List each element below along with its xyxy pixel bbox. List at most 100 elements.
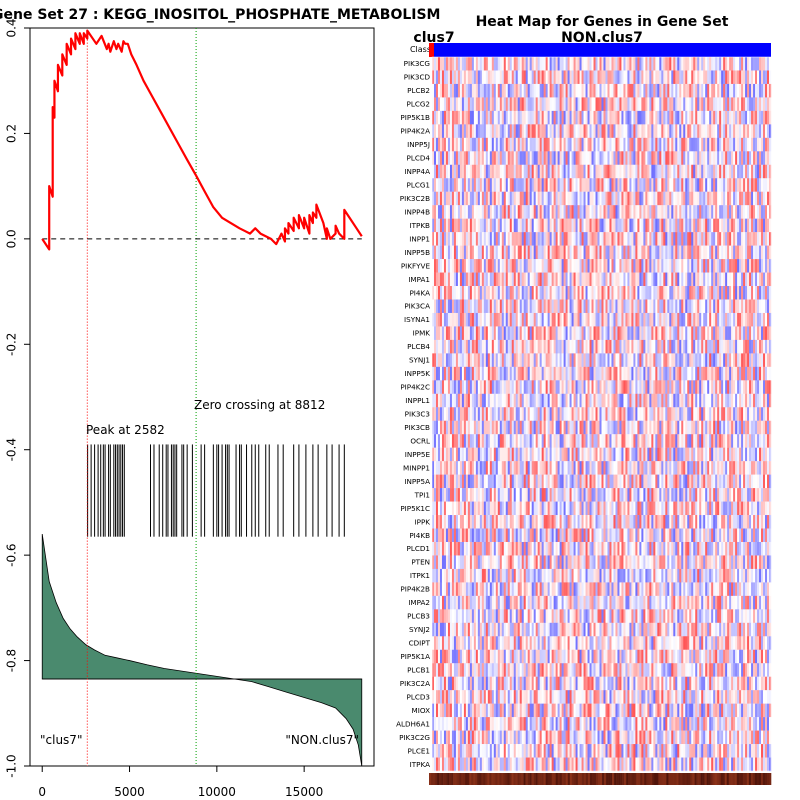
heatmap-cell (533, 339, 536, 354)
heatmap-cell (497, 205, 501, 219)
heatmap-cell (559, 191, 562, 206)
heatmap-cell (447, 151, 451, 165)
heatmap-cell (613, 299, 616, 314)
heatmap-cell (715, 97, 718, 112)
heatmap-cell (533, 407, 536, 421)
heatmap-cell (467, 245, 471, 260)
heatmap-cell (769, 326, 772, 341)
heatmap-cell (627, 70, 630, 85)
heatmap-cell (525, 205, 529, 219)
peak-label: Peak at 2582 (86, 423, 165, 437)
heatmap-cell (593, 259, 596, 273)
heatmap-cell (629, 218, 632, 233)
heatmap-cell (461, 218, 465, 233)
heatmap-cell (651, 326, 654, 341)
heatmap-row (432, 57, 772, 71)
heatmap-cell (565, 272, 568, 287)
heatmap-cell (503, 380, 507, 394)
heatmap-cell (767, 393, 770, 408)
heatmap-cell (461, 299, 465, 314)
heatmap-cell (443, 353, 447, 368)
heatmap-cell (747, 124, 750, 139)
heatmap-cell (579, 420, 582, 435)
heatmap-cell (603, 286, 606, 300)
heatmap-cell (547, 420, 550, 435)
heatmap-cell (525, 286, 529, 300)
heatmap-cell (621, 339, 624, 354)
heatmap-cell (745, 151, 748, 165)
heatmap-cell (663, 286, 666, 300)
heatmap-cell (537, 57, 540, 71)
heatmap-cell (699, 178, 702, 192)
heatmap-cell (719, 380, 722, 394)
heatmap-cell (737, 393, 740, 408)
heatmap-cell (587, 312, 590, 327)
heatmap-cell (531, 245, 534, 260)
heatmap-cell (595, 245, 598, 260)
heatmap-cell (759, 299, 762, 314)
heatmap-cell (707, 191, 710, 206)
heatmap-cell (703, 299, 706, 314)
heatmap-cell (499, 272, 503, 287)
heatmap-cell (525, 272, 529, 287)
heatmap-cell (745, 232, 748, 246)
heatmap-cell (545, 312, 548, 327)
heatmap-cell (483, 164, 487, 179)
heatmap-cell (747, 380, 750, 394)
heatmap-cell (537, 124, 540, 139)
heatmap-cell (595, 312, 598, 327)
heatmap-cell (603, 164, 606, 179)
heatmap-cell (547, 218, 550, 233)
heatmap-cell (489, 151, 493, 165)
heatmap-cell (717, 205, 720, 219)
heatmap-cell (589, 232, 592, 246)
heatmap-cell (491, 407, 495, 421)
heatmap-cell (635, 232, 638, 246)
heatmap-cell (623, 110, 626, 125)
heatmap-cell (607, 380, 610, 394)
heatmap-cell (433, 434, 437, 448)
heatmap-cell (501, 353, 505, 368)
heatmap-cell (681, 151, 684, 165)
heatmap-cell (457, 380, 461, 394)
heatmap-cell (629, 151, 632, 165)
heatmap-cell (511, 339, 515, 354)
heatmap-cell (605, 97, 608, 112)
heatmap-cell (497, 137, 501, 152)
heatmap-cell (449, 151, 453, 165)
heatmap-cell (501, 326, 505, 341)
heatmap-cell (519, 178, 523, 192)
heatmap-cell (711, 272, 714, 287)
heatmap-cell (685, 124, 688, 139)
heatmap-cell (625, 205, 628, 219)
heatmap-cell (617, 57, 620, 71)
heatmap-cell (751, 326, 754, 341)
heatmap-cell (505, 70, 509, 85)
heatmap-cell (665, 420, 668, 435)
heatmap-cell (493, 353, 497, 368)
heatmap-cell (489, 124, 493, 139)
heatmap-cell (461, 366, 465, 381)
heatmap-cell (627, 137, 630, 152)
heatmap-cell (467, 353, 471, 368)
heatmap-cell (711, 299, 714, 314)
heatmap-cell (669, 70, 672, 85)
heatmap-cell (449, 259, 453, 273)
heatmap-cell (555, 420, 558, 435)
heatmap-cell (541, 299, 544, 314)
heatmap-cell (489, 434, 493, 448)
heatmap-cell (459, 97, 463, 112)
heatmap-cell (633, 272, 636, 287)
heatmap-cell (561, 393, 564, 408)
heatmap-cell (467, 272, 471, 287)
heatmap-cell (457, 137, 461, 152)
heatmap-cell (757, 407, 760, 421)
heatmap-cell (563, 420, 566, 435)
heatmap-cell (587, 299, 590, 314)
heatmap-cell (607, 393, 610, 408)
heatmap-cell (753, 286, 756, 300)
heatmap-cell (729, 259, 732, 273)
heatmap-cell (651, 110, 654, 125)
heatmap-cell (581, 97, 584, 112)
heatmap-cell (569, 299, 572, 314)
